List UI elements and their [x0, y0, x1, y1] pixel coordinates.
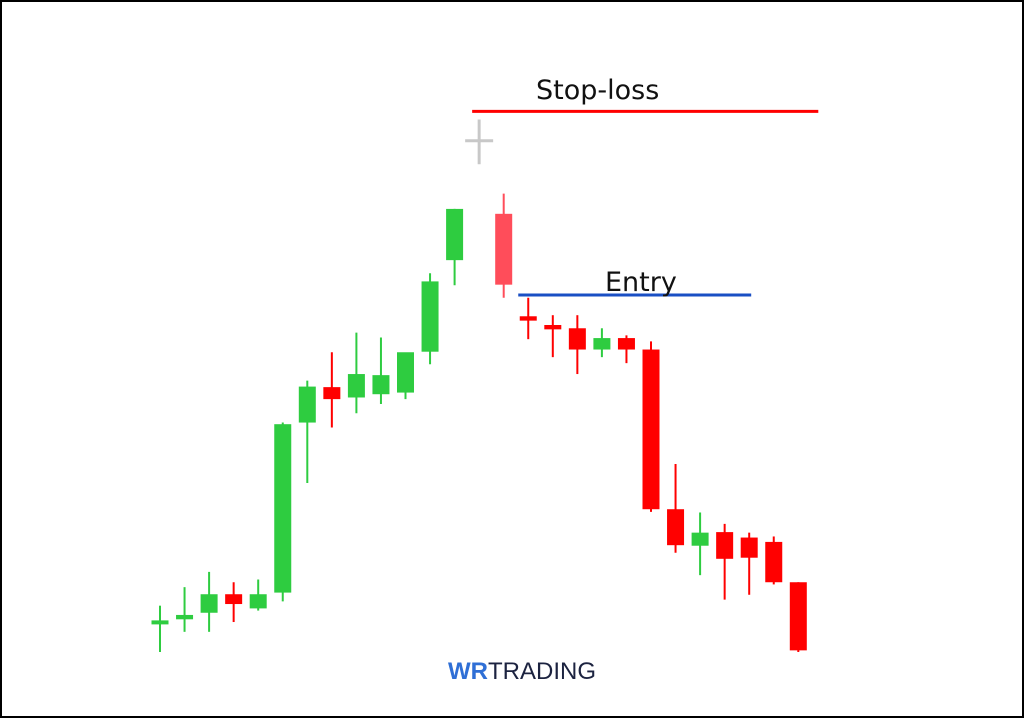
candle-body [372, 375, 390, 395]
candle-body [249, 594, 267, 609]
candle-17 [544, 315, 562, 358]
candle-1 [151, 605, 169, 652]
candle-13 [446, 208, 464, 286]
candle-body [323, 387, 341, 400]
candle-body [789, 582, 807, 651]
entry-label: Entry [605, 267, 677, 298]
candle-body [667, 509, 685, 546]
candle-12 [421, 273, 439, 365]
candle-9 [347, 332, 365, 414]
candle-24 [716, 523, 734, 600]
candle-body [397, 352, 414, 393]
logo-text: TRADING [488, 658, 596, 685]
candle-body [593, 338, 611, 350]
candle-15 [495, 193, 513, 298]
candle-body [274, 424, 292, 593]
candle-body [519, 316, 537, 321]
candle-23 [691, 512, 709, 576]
candle-10 [372, 337, 390, 405]
candle-body [347, 374, 365, 398]
candle-body [200, 594, 218, 613]
candle-4 [225, 582, 243, 623]
candle-body [716, 532, 734, 559]
candle-21 [642, 341, 660, 512]
candle-14 [465, 119, 494, 165]
candle-3 [200, 571, 218, 632]
candle-19 [593, 328, 611, 358]
candle-body [298, 386, 316, 423]
candle-body [617, 338, 635, 350]
candle-18 [568, 315, 586, 375]
candle-8 [323, 352, 341, 428]
candle-20 [617, 335, 635, 364]
candle-body [568, 328, 586, 350]
candle-22 [667, 463, 685, 553]
candle-body [495, 213, 513, 285]
candle-5 [249, 579, 267, 611]
candle-body [151, 620, 169, 625]
stop-loss-label: Stop-loss [536, 75, 659, 106]
candle-body [421, 281, 439, 352]
candle-body [446, 208, 464, 261]
logo-mark: WR [448, 658, 488, 685]
candle-body [740, 537, 758, 558]
candle-body [176, 614, 194, 620]
levels-group [472, 109, 819, 297]
candle-26 [765, 536, 783, 585]
candle-body [642, 349, 660, 510]
candle-body [765, 541, 783, 583]
candle-16 [519, 297, 537, 340]
candle-6 [274, 422, 292, 602]
candle-27 [789, 582, 807, 652]
candle-2 [176, 587, 194, 632]
candle-body [544, 325, 562, 330]
candle-7 [298, 380, 316, 484]
candle-25 [740, 532, 758, 595]
candle-body [225, 594, 243, 605]
candle-body [691, 532, 709, 546]
wr-trading-logo: WRTRADING [448, 658, 596, 685]
candle-11 [397, 352, 414, 400]
candles-group [151, 119, 807, 652]
